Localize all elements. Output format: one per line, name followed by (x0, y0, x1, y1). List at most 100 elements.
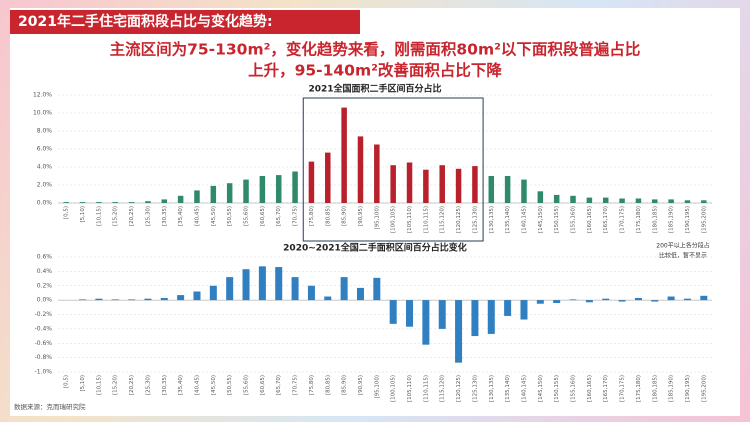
x-tick-label: [85,90) (342, 206, 348, 226)
x-tick-label: [170,175) (620, 206, 626, 233)
bar (291, 277, 299, 301)
x-tick-label: [140,145) (521, 206, 527, 233)
bar (145, 201, 151, 203)
bar (275, 267, 283, 301)
x-tick-label: [55,60) (244, 206, 250, 226)
x-tick-label: [180,185) (652, 206, 658, 233)
bar (79, 299, 87, 301)
x-tick-label: [20,25) (129, 206, 135, 226)
x-tick-label: [5,10) (80, 375, 86, 392)
bar (357, 136, 364, 203)
x-tick-label: [65,70) (276, 206, 282, 226)
x-tick-label: [190,195) (685, 375, 691, 402)
x-tick-label: [80,85) (325, 206, 331, 226)
bar (308, 161, 315, 203)
x-tick-label: [150,155) (554, 206, 560, 233)
x-tick-label: [50,55) (227, 206, 233, 226)
bar (210, 185, 217, 203)
x-tick-label: [115,120) (440, 206, 446, 233)
bar (619, 198, 625, 203)
y-tick-label: 0.2% (37, 282, 53, 289)
source: 数据来源：克而瑞研究院 (14, 402, 86, 411)
bar (701, 200, 707, 203)
bar (553, 300, 561, 303)
y-tick-label: 12.0% (33, 92, 52, 99)
bar (455, 300, 463, 363)
x-tick-label: [100,105) (391, 375, 397, 402)
x-tick-label: [120,125) (456, 375, 462, 402)
x-tick-label: [35,40) (178, 375, 184, 395)
y-tick-label: 10.0% (33, 110, 52, 117)
bar (472, 166, 478, 203)
header-band (10, 10, 360, 34)
bar (553, 194, 560, 203)
x-tick-label: [40,45) (194, 375, 200, 395)
bar (226, 183, 233, 203)
x-tick-label: [180,185) (652, 375, 658, 402)
bar (618, 300, 626, 302)
x-tick-label: [130,135) (489, 375, 495, 402)
x-tick-label: [125,130) (472, 206, 478, 233)
bar (341, 107, 347, 203)
x-tick-label: [10,15) (96, 375, 102, 395)
bar (439, 165, 445, 203)
bar (389, 300, 397, 324)
bar (504, 300, 512, 316)
y-tick-label: 2.0% (37, 182, 53, 189)
bar (63, 202, 69, 203)
bar (569, 299, 577, 301)
y-tick-label: 0.6% (37, 254, 53, 261)
bar (193, 291, 201, 301)
x-tick-label: [160,165) (587, 206, 593, 233)
x-tick-label: [90,95) (358, 206, 364, 226)
bar (95, 298, 103, 301)
bar (356, 287, 364, 301)
bar (258, 266, 266, 301)
x-tick-label: [145,150) (538, 375, 544, 402)
x-tick-label: [185,190) (669, 206, 675, 233)
x-tick-label: [165,170) (603, 375, 609, 402)
annotation: 200平以上各分段占 (656, 242, 709, 250)
y-tick-label: -0.2% (35, 311, 53, 318)
bar (520, 300, 528, 320)
bar (471, 300, 479, 337)
x-tick-label: [45,50) (211, 206, 217, 226)
bar (455, 168, 462, 203)
x-tick-label: [150,155) (554, 375, 560, 402)
x-tick-label: [135,140) (505, 206, 511, 233)
x-tick-label: [175,180) (636, 375, 642, 402)
x-tick-label: [40,45) (194, 206, 200, 226)
y-tick-label: 6.0% (37, 146, 53, 153)
bar (667, 296, 675, 301)
bar (438, 300, 446, 329)
bar (537, 191, 544, 203)
x-tick-label: [90,95) (358, 375, 364, 395)
bar (194, 190, 200, 203)
bar (307, 285, 315, 301)
x-tick-label: [185,190) (669, 375, 675, 402)
x-tick-label: [145,150) (538, 206, 544, 233)
x-tick-label: [100,105) (391, 206, 397, 233)
bar (374, 144, 380, 203)
bar (684, 200, 691, 203)
highlight-box (302, 97, 484, 242)
bar (177, 195, 184, 203)
x-tick-label: [60,65) (260, 206, 266, 226)
x-tick-label: [70,75) (293, 375, 299, 395)
bar (96, 202, 102, 203)
bar (586, 197, 593, 203)
x-tick-label: [30,35) (162, 206, 168, 226)
x-tick-label: [105,110) (407, 206, 413, 233)
bar (536, 300, 544, 304)
y-tick-label: 4.0% (37, 164, 53, 171)
bar (111, 299, 119, 301)
y-tick-label: -0.4% (35, 325, 53, 332)
bar (390, 165, 396, 203)
bar (422, 300, 430, 345)
x-tick-label: [10,15) (96, 206, 102, 226)
bar (504, 176, 511, 203)
x-tick-label: [55,60) (244, 375, 250, 395)
bar (373, 277, 381, 301)
